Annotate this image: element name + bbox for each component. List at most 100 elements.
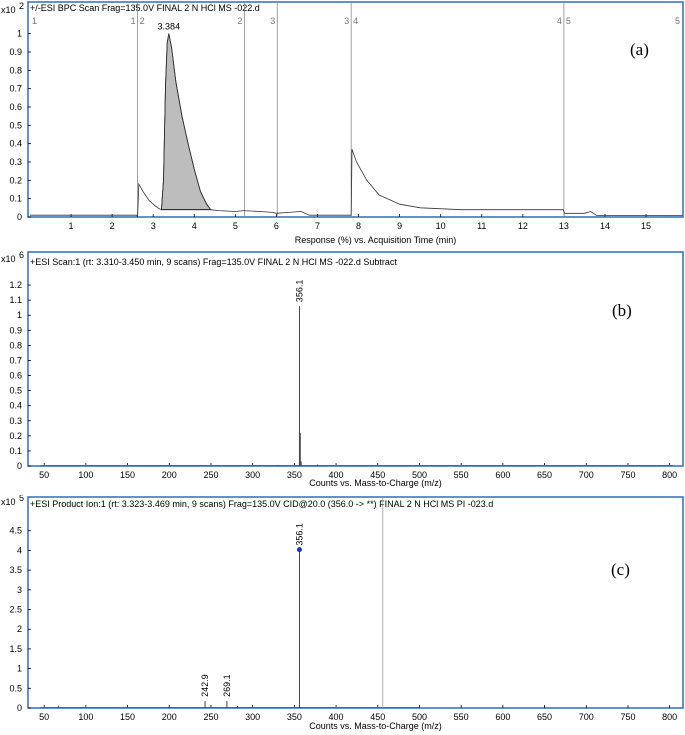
chart-title: +ESI Scan:1 (rt: 3.310-3.450 min, 9 scan… (30, 257, 397, 267)
peak-label: 3.384 (158, 22, 181, 32)
x-tick-label: 450 (370, 470, 385, 480)
x-tick-label: 550 (454, 470, 469, 480)
segment-label: 1 (131, 16, 136, 26)
x-axis-title: Counts vs. Mass-to-Charge (m/z) (309, 721, 442, 731)
x-tick-label: 150 (120, 470, 135, 480)
x-tick-label: 300 (245, 712, 260, 722)
segment-label: 4 (557, 16, 562, 26)
y-tick-label: 1 (17, 310, 22, 320)
y-tick-label: 0.2 (9, 431, 22, 441)
x-tick-label: 600 (495, 470, 510, 480)
y-tick-label: 1.5 (9, 644, 22, 654)
segment-label: 4 (353, 16, 358, 26)
x-tick-label: 250 (203, 470, 218, 480)
y-tick-label: 0 (17, 703, 22, 713)
peak-label: 356.1 (294, 280, 304, 303)
y-tick-label: 0.7 (9, 355, 22, 365)
plot-frame (27, 251, 684, 467)
x-tick-label: 150 (120, 712, 135, 722)
segment-label: 2 (237, 16, 242, 26)
segment-label: 3 (344, 16, 349, 26)
x-tick-label: 750 (620, 470, 635, 480)
x-tick-label: 8 (356, 221, 361, 231)
y-tick-label: 0.5 (9, 386, 22, 396)
y-tick-label: 0.9 (9, 325, 22, 335)
x-tick-label: 700 (579, 712, 594, 722)
x-tick-label: 7 (315, 221, 320, 231)
y-tick-label: 1.2 (9, 280, 22, 290)
x-tick-label: 600 (495, 712, 510, 722)
y-tick-label: 0.4 (9, 401, 22, 411)
chart-panel-a: +/-ESI BPC Scan Frag=135.0V FINAL 2 N HC… (0, 0, 685, 248)
x-axis-title: Response (%) vs. Acquisition Time (min) (295, 235, 457, 245)
segment-label: 3 (270, 16, 275, 26)
y-tick-label: 0 (17, 461, 22, 471)
x-tick-label: 100 (78, 712, 93, 722)
x-tick-label: 6 (274, 221, 279, 231)
y-tick-label: 0.2 (9, 175, 22, 185)
x-tick-label: 700 (579, 470, 594, 480)
x-tick-label: 50 (39, 712, 49, 722)
x-tick-label: 2 (110, 221, 115, 231)
y-tick-label: 4.5 (9, 526, 22, 536)
peak-label: 242.9 (200, 674, 210, 697)
x-tick-label: 200 (162, 470, 177, 480)
x-tick-label: 500 (412, 470, 427, 480)
y-multiplier-label: x10 (1, 254, 16, 264)
x-tick-label: 15 (641, 221, 651, 231)
y-tick-label: 4 (17, 545, 22, 555)
x-tick-label: 800 (662, 470, 677, 480)
panel-letter: (a) (630, 40, 649, 59)
y-tick-label: 0.8 (9, 65, 22, 75)
chart-title: +/-ESI BPC Scan Frag=135.0V FINAL 2 N HC… (30, 3, 260, 13)
x-tick-label: 9 (397, 221, 402, 231)
x-tick-label: 300 (245, 470, 260, 480)
segment-label: 1 (32, 16, 37, 26)
chromatogram-trace (30, 33, 683, 218)
x-tick-label: 350 (287, 712, 302, 722)
y-tick-label: 0.4 (9, 139, 22, 149)
y-tick-label: 0.5 (9, 120, 22, 130)
x-tick-label: 450 (370, 712, 385, 722)
y-tick-label: 0.6 (9, 102, 22, 112)
x-tick-label: 5 (233, 221, 238, 231)
x-tick-label: 650 (537, 712, 552, 722)
y-tick-label: 0 (17, 212, 22, 222)
x-tick-label: 10 (436, 221, 446, 231)
x-tick-label: 14 (600, 221, 610, 231)
x-tick-label: 3 (151, 221, 156, 231)
y-tick-label: 0.5 (9, 683, 22, 693)
integrated-peak-area (160, 33, 212, 211)
panel-letter: (b) (612, 301, 632, 320)
panel-letter: (c) (611, 560, 630, 579)
y-tick-label: 2.5 (9, 605, 22, 615)
peak-label: 269.1 (222, 674, 232, 697)
x-tick-label: 500 (412, 712, 427, 722)
x-tick-label: 11 (477, 221, 486, 231)
y-exponent-label: 2 (19, 1, 24, 11)
y-tick-label: 0.8 (9, 340, 22, 350)
x-tick-label: 250 (203, 712, 218, 722)
ms-scan-spectrum: +ESI Scan:1 (rt: 3.310-3.450 min, 9 scan… (1, 250, 684, 488)
x-tick-label: 350 (287, 470, 302, 480)
precursor-marker (296, 547, 302, 553)
y-exponent-label: 5 (19, 495, 24, 503)
x-tick-label: 400 (329, 712, 344, 722)
y-tick-label: 0.1 (9, 446, 22, 456)
plot-frame (27, 496, 684, 709)
x-tick-label: 1 (69, 221, 74, 231)
segment-label: 5 (675, 16, 680, 26)
plot-frame (27, 1, 684, 218)
segment-label: 2 (140, 16, 145, 26)
y-multiplier-label: x10 (1, 497, 16, 507)
x-tick-label: 400 (329, 470, 344, 480)
x-tick-label: 650 (537, 470, 552, 480)
y-tick-label: 0.3 (9, 416, 22, 426)
x-axis-title: Counts vs. Mass-to-Charge (m/z) (309, 478, 442, 488)
y-tick-label: 1 (17, 664, 22, 674)
y-tick-label: 0.9 (9, 47, 22, 57)
y-tick-label: 0.3 (9, 157, 22, 167)
y-tick-label: 1 (17, 29, 22, 39)
x-tick-label: 13 (559, 221, 569, 231)
x-tick-label: 200 (162, 712, 177, 722)
